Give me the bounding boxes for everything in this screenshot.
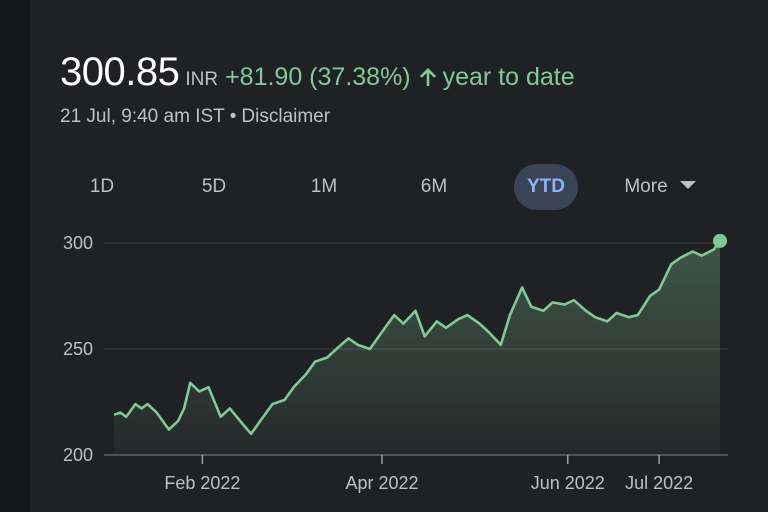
timestamp: 21 Jul, 9:40 am IST bbox=[60, 106, 225, 127]
current-price: 300.85 bbox=[60, 50, 180, 94]
x-tick-label: Jul 2022 bbox=[625, 473, 693, 493]
more-dropdown[interactable]: More bbox=[608, 164, 712, 210]
caret-down-icon bbox=[679, 181, 696, 189]
period-label: year to date bbox=[442, 63, 575, 91]
tab-1m[interactable]: 1M bbox=[310, 176, 338, 197]
tab-1d[interactable]: 1D bbox=[89, 176, 115, 197]
price-header: 300.85 INR +81.90 (37.38%) year to date bbox=[60, 50, 575, 98]
tab-6m[interactable]: 6M bbox=[420, 176, 448, 197]
tab-5d[interactable]: 5D bbox=[201, 176, 227, 197]
x-tick-label: Feb 2022 bbox=[164, 473, 240, 493]
timestamp-line: 21 Jul, 9:40 am IST • Disclaimer bbox=[60, 106, 330, 128]
y-tick-label: 250 bbox=[63, 339, 93, 359]
x-tick-label: Apr 2022 bbox=[345, 473, 418, 493]
separator-dot: • bbox=[229, 106, 237, 127]
arrow-up-icon bbox=[419, 67, 437, 87]
range-tabs: 1D 5D 1M 6M YTD More bbox=[60, 164, 720, 210]
price-area bbox=[114, 240, 721, 455]
x-tick-label: Jun 2022 bbox=[531, 473, 605, 493]
more-label: More bbox=[624, 176, 668, 197]
y-axis-labels: 200 250 300 bbox=[63, 233, 93, 465]
tab-ytd[interactable]: YTD bbox=[514, 164, 578, 210]
currency-label: INR bbox=[185, 69, 219, 90]
price-line bbox=[113, 240, 722, 436]
price-change: +81.90 (37.38%) bbox=[225, 63, 411, 91]
latest-price-dot bbox=[713, 233, 727, 248]
y-tick-label: 200 bbox=[63, 445, 93, 465]
disclaimer-link[interactable]: Disclaimer bbox=[241, 106, 331, 127]
x-axis-ticks: Feb 2022 Apr 2022 Jun 2022 Jul 2022 bbox=[164, 455, 693, 493]
y-tick-label: 300 bbox=[63, 233, 93, 253]
